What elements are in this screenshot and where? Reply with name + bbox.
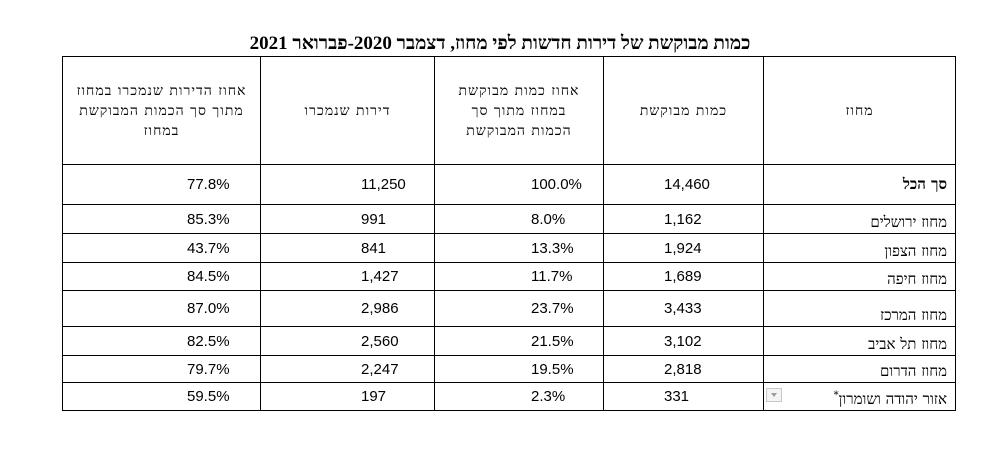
sold-share-cell: 59.5%	[62, 382, 261, 411]
sold-cell: 11,250	[260, 164, 435, 205]
district-cell: אזור יהודה ושומרון*	[763, 382, 956, 411]
demand-share-cell: 13.3%	[434, 233, 604, 263]
district-cell: מחוז הדרום	[763, 355, 956, 383]
table-row: מחוז ירושלים 1,162 8.0% 991 85.3%	[62, 204, 956, 234]
header-sold: דירות שנמכרו	[260, 56, 435, 165]
district-cell: מחוז המרכז	[763, 290, 956, 327]
table-row: מחוז חיפה 1,689 11.7% 1,427 84.5%	[62, 262, 956, 291]
table-title: כמות מבוקשת של דירות חדשות לפי מחוז, דצמ…	[249, 33, 751, 54]
filter-dropdown-icon[interactable]	[766, 388, 782, 402]
table-row: מחוז תל אביב 3,102 21.5% 2,560 82.5%	[62, 326, 956, 356]
table-row-total: סך הכל 14,460 100.0% 11,250 77.8%	[62, 164, 956, 205]
demand-cell: 2,818	[603, 355, 764, 383]
sold-cell: 2,560	[260, 326, 435, 356]
district-cell: מחוז חיפה	[763, 262, 956, 291]
demand-share-cell: 100.0%	[434, 164, 604, 205]
demand-cell: 14,460	[603, 164, 764, 205]
sold-share-cell: 85.3%	[62, 204, 261, 234]
sold-cell: 991	[260, 204, 435, 234]
header-sold-share: אחוז הדירות שנמכרו במחוז מתוך סך הכמות ה…	[62, 56, 261, 165]
table-row: מחוז הדרום 2,818 19.5% 2,247 79.7%	[62, 355, 956, 383]
demand-share-cell: 2.3%	[434, 382, 604, 411]
sold-cell: 197	[260, 382, 435, 411]
district-label: אזור יהודה ושומרון	[838, 390, 947, 408]
demand-cell: 3,102	[603, 326, 764, 356]
district-demand-table: מחוז כמות מבוקשת אחוז כמות מבוקשת במחוז …	[62, 56, 956, 411]
sold-cell: 2,986	[260, 290, 435, 327]
demand-cell: 1,689	[603, 262, 764, 291]
table-row: אזור יהודה ושומרון* 331 2.3% 197 59.5%	[62, 382, 956, 411]
demand-share-cell: 11.7%	[434, 262, 604, 291]
header-demand: כמות מבוקשת	[603, 56, 764, 165]
table-row: מחוז הצפון 1,924 13.3% 841 43.7%	[62, 233, 956, 263]
sold-share-cell: 77.8%	[62, 164, 261, 205]
sold-share-cell: 87.0%	[62, 290, 261, 327]
demand-cell: 3,433	[603, 290, 764, 327]
header-district: מחוז	[763, 56, 956, 165]
demand-share-cell: 21.5%	[434, 326, 604, 356]
district-cell: מחוז תל אביב	[763, 326, 956, 356]
sold-share-cell: 82.5%	[62, 326, 261, 356]
demand-share-cell: 19.5%	[434, 355, 604, 383]
demand-share-cell: 23.7%	[434, 290, 604, 327]
sold-share-cell: 43.7%	[62, 233, 261, 263]
district-cell: מחוז ירושלים	[763, 204, 956, 234]
sold-cell: 2,247	[260, 355, 435, 383]
demand-share-cell: 8.0%	[434, 204, 604, 234]
demand-cell: 331	[603, 382, 764, 411]
sold-share-cell: 84.5%	[62, 262, 261, 291]
sold-share-cell: 79.7%	[62, 355, 261, 383]
demand-cell: 1,162	[603, 204, 764, 234]
district-cell: סך הכל	[763, 164, 956, 205]
demand-cell: 1,924	[603, 233, 764, 263]
sold-cell: 1,427	[260, 262, 435, 291]
footnote-mark: *	[833, 390, 839, 401]
district-cell: מחוז הצפון	[763, 233, 956, 263]
sold-cell: 841	[260, 233, 435, 263]
table-row: מחוז המרכז 3,433 23.7% 2,986 87.0%	[62, 290, 956, 327]
header-demand-share: אחוז כמות מבוקשת במחוז מתוך סך הכמות המב…	[434, 56, 604, 165]
